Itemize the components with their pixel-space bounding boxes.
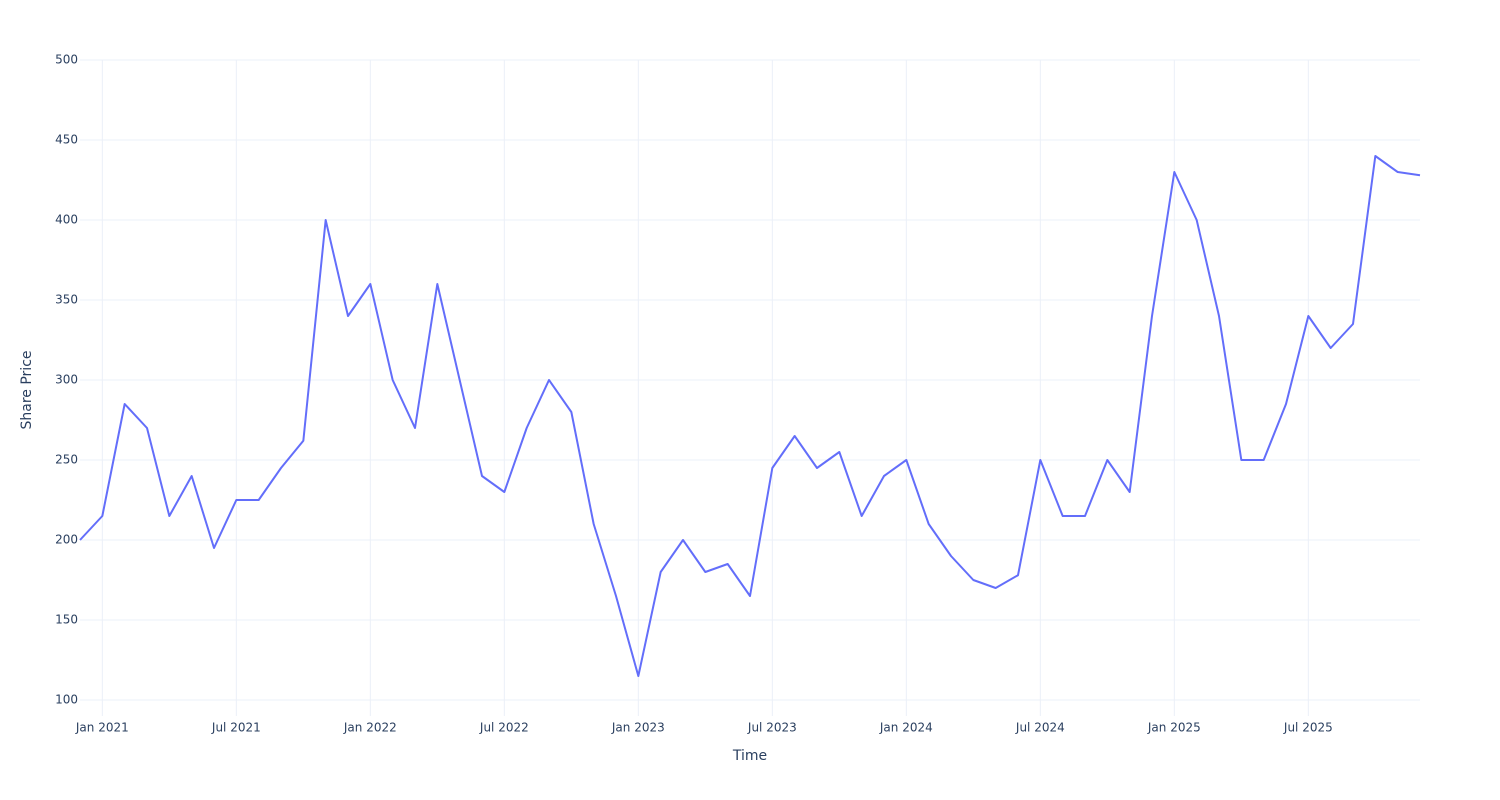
y-axis-title: Share Price bbox=[19, 350, 35, 429]
y-tick-label: 450 bbox=[55, 133, 78, 147]
line-series bbox=[79, 155, 1421, 677]
x-tick-label: Jul 2025 bbox=[1283, 721, 1333, 735]
x-axis-title: Time bbox=[732, 748, 767, 764]
y-tick-label: 350 bbox=[55, 293, 78, 307]
x-tick-label: Jul 2023 bbox=[747, 721, 797, 735]
x-tick-label: Jan 2023 bbox=[611, 721, 665, 735]
y-tick-label: 250 bbox=[55, 453, 78, 467]
y-tick-label: 200 bbox=[55, 533, 78, 547]
y-tick-label: 400 bbox=[55, 213, 78, 227]
x-tick-label: Jul 2024 bbox=[1015, 721, 1065, 735]
x-tick-label: Jan 2021 bbox=[75, 721, 129, 735]
x-tick-label: Jul 2021 bbox=[211, 721, 261, 735]
x-tick-label: Jan 2025 bbox=[1147, 721, 1201, 735]
x-tick-label: Jan 2022 bbox=[343, 721, 397, 735]
y-tick-label: 150 bbox=[55, 613, 78, 627]
x-tick-label: Jan 2024 bbox=[879, 721, 933, 735]
y-tick-label: 300 bbox=[55, 373, 78, 387]
y-tick-label: 100 bbox=[55, 693, 78, 707]
y-tick-label: 500 bbox=[55, 53, 78, 67]
x-tick-label: Jul 2022 bbox=[479, 721, 529, 735]
